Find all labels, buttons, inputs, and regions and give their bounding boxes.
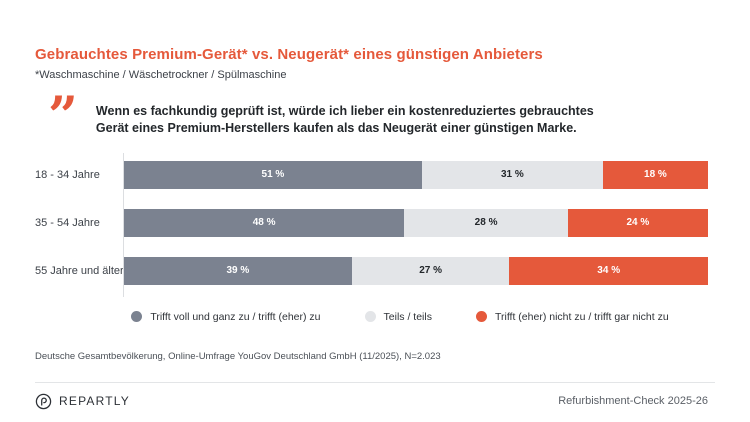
footer-divider: [35, 381, 715, 383]
quote-text: Wenn es fachkundig geprüft ist, würde ic…: [95, 104, 594, 135]
legend-dot-icon: [475, 311, 487, 323]
bar-segment: 28 %: [404, 208, 568, 237]
bar-segment: 34 %: [509, 256, 708, 285]
legend-item: Teils / teils: [364, 310, 432, 323]
category-label: 55 Jahre und älter: [35, 264, 124, 277]
legend-label: Trifft (eher) nicht zu / trifft gar nich…: [494, 310, 669, 323]
bar-segment: 48 %: [124, 208, 405, 237]
bar-segment: 31 %: [421, 160, 603, 189]
header: Gebrauchtes Premium-Gerät* vs. Neugerät*…: [0, 0, 750, 81]
footer: REPARTLY Refurbishment-Check 2025-26: [35, 393, 708, 410]
chart-row: 18 - 34 Jahre 51 % 31 % 18 %: [0, 160, 750, 189]
bar-segment: 27 %: [351, 256, 510, 285]
legend-item: Trifft voll und ganz zu / trifft (eher) …: [131, 310, 321, 323]
brand-logo: REPARTLY: [35, 393, 130, 410]
legend-dot-icon: [364, 311, 376, 323]
stacked-bar-chart: 18 - 34 Jahre 51 % 31 % 18 % 35 - 54 Jahre 48…: [0, 152, 750, 297]
source-note: Deutsche Gesamtbevölkerung, Online-Umfra…: [35, 350, 441, 362]
bar-track: 39 % 27 % 34 %: [124, 256, 708, 285]
bar-track: 51 % 31 % 18 %: [124, 160, 708, 189]
legend-dot-icon: [131, 311, 143, 323]
page-title: Gebrauchtes Premium-Gerät* vs. Neugerät*…: [35, 46, 543, 63]
legend-label: Teils / teils: [383, 310, 432, 323]
repartly-logo-icon: [35, 393, 52, 409]
brand-name: REPARTLY: [59, 394, 130, 409]
bar-track: 48 % 28 % 24 %: [124, 208, 708, 237]
bar-segment: 24 %: [567, 208, 708, 237]
chart-row: 55 Jahre und älter 39 % 27 % 34 %: [0, 256, 750, 285]
bar-segment: 18 %: [602, 160, 708, 189]
category-label: 35 - 54 Jahre: [35, 216, 100, 229]
legend-item: Trifft (eher) nicht zu / trifft gar nich…: [475, 310, 669, 323]
edition-label: Refurbishment-Check 2025-26: [558, 395, 708, 408]
bar-segment: 39 %: [124, 256, 352, 285]
quote-marks-icon: ”: [48, 86, 78, 147]
category-label: 18 - 34 Jahre: [35, 168, 100, 181]
chart-legend: Trifft voll und ganz zu / trifft (eher) …: [0, 311, 750, 323]
quote-block: ” Wenn es fachkundig geprüft ist, würde …: [48, 86, 708, 147]
bar-segment: 51 %: [124, 160, 422, 189]
chart-rows: 18 - 34 Jahre 51 % 31 % 18 % 35 - 54 Jahre 48…: [0, 160, 750, 285]
legend-label: Trifft voll und ganz zu / trifft (eher) …: [150, 310, 321, 323]
page-subtitle: *Waschmaschine / Wäschetrockner / Spülma…: [35, 69, 287, 81]
axis-line: [123, 152, 124, 297]
chart-row: 35 - 54 Jahre 48 % 28 % 24 %: [0, 208, 750, 237]
